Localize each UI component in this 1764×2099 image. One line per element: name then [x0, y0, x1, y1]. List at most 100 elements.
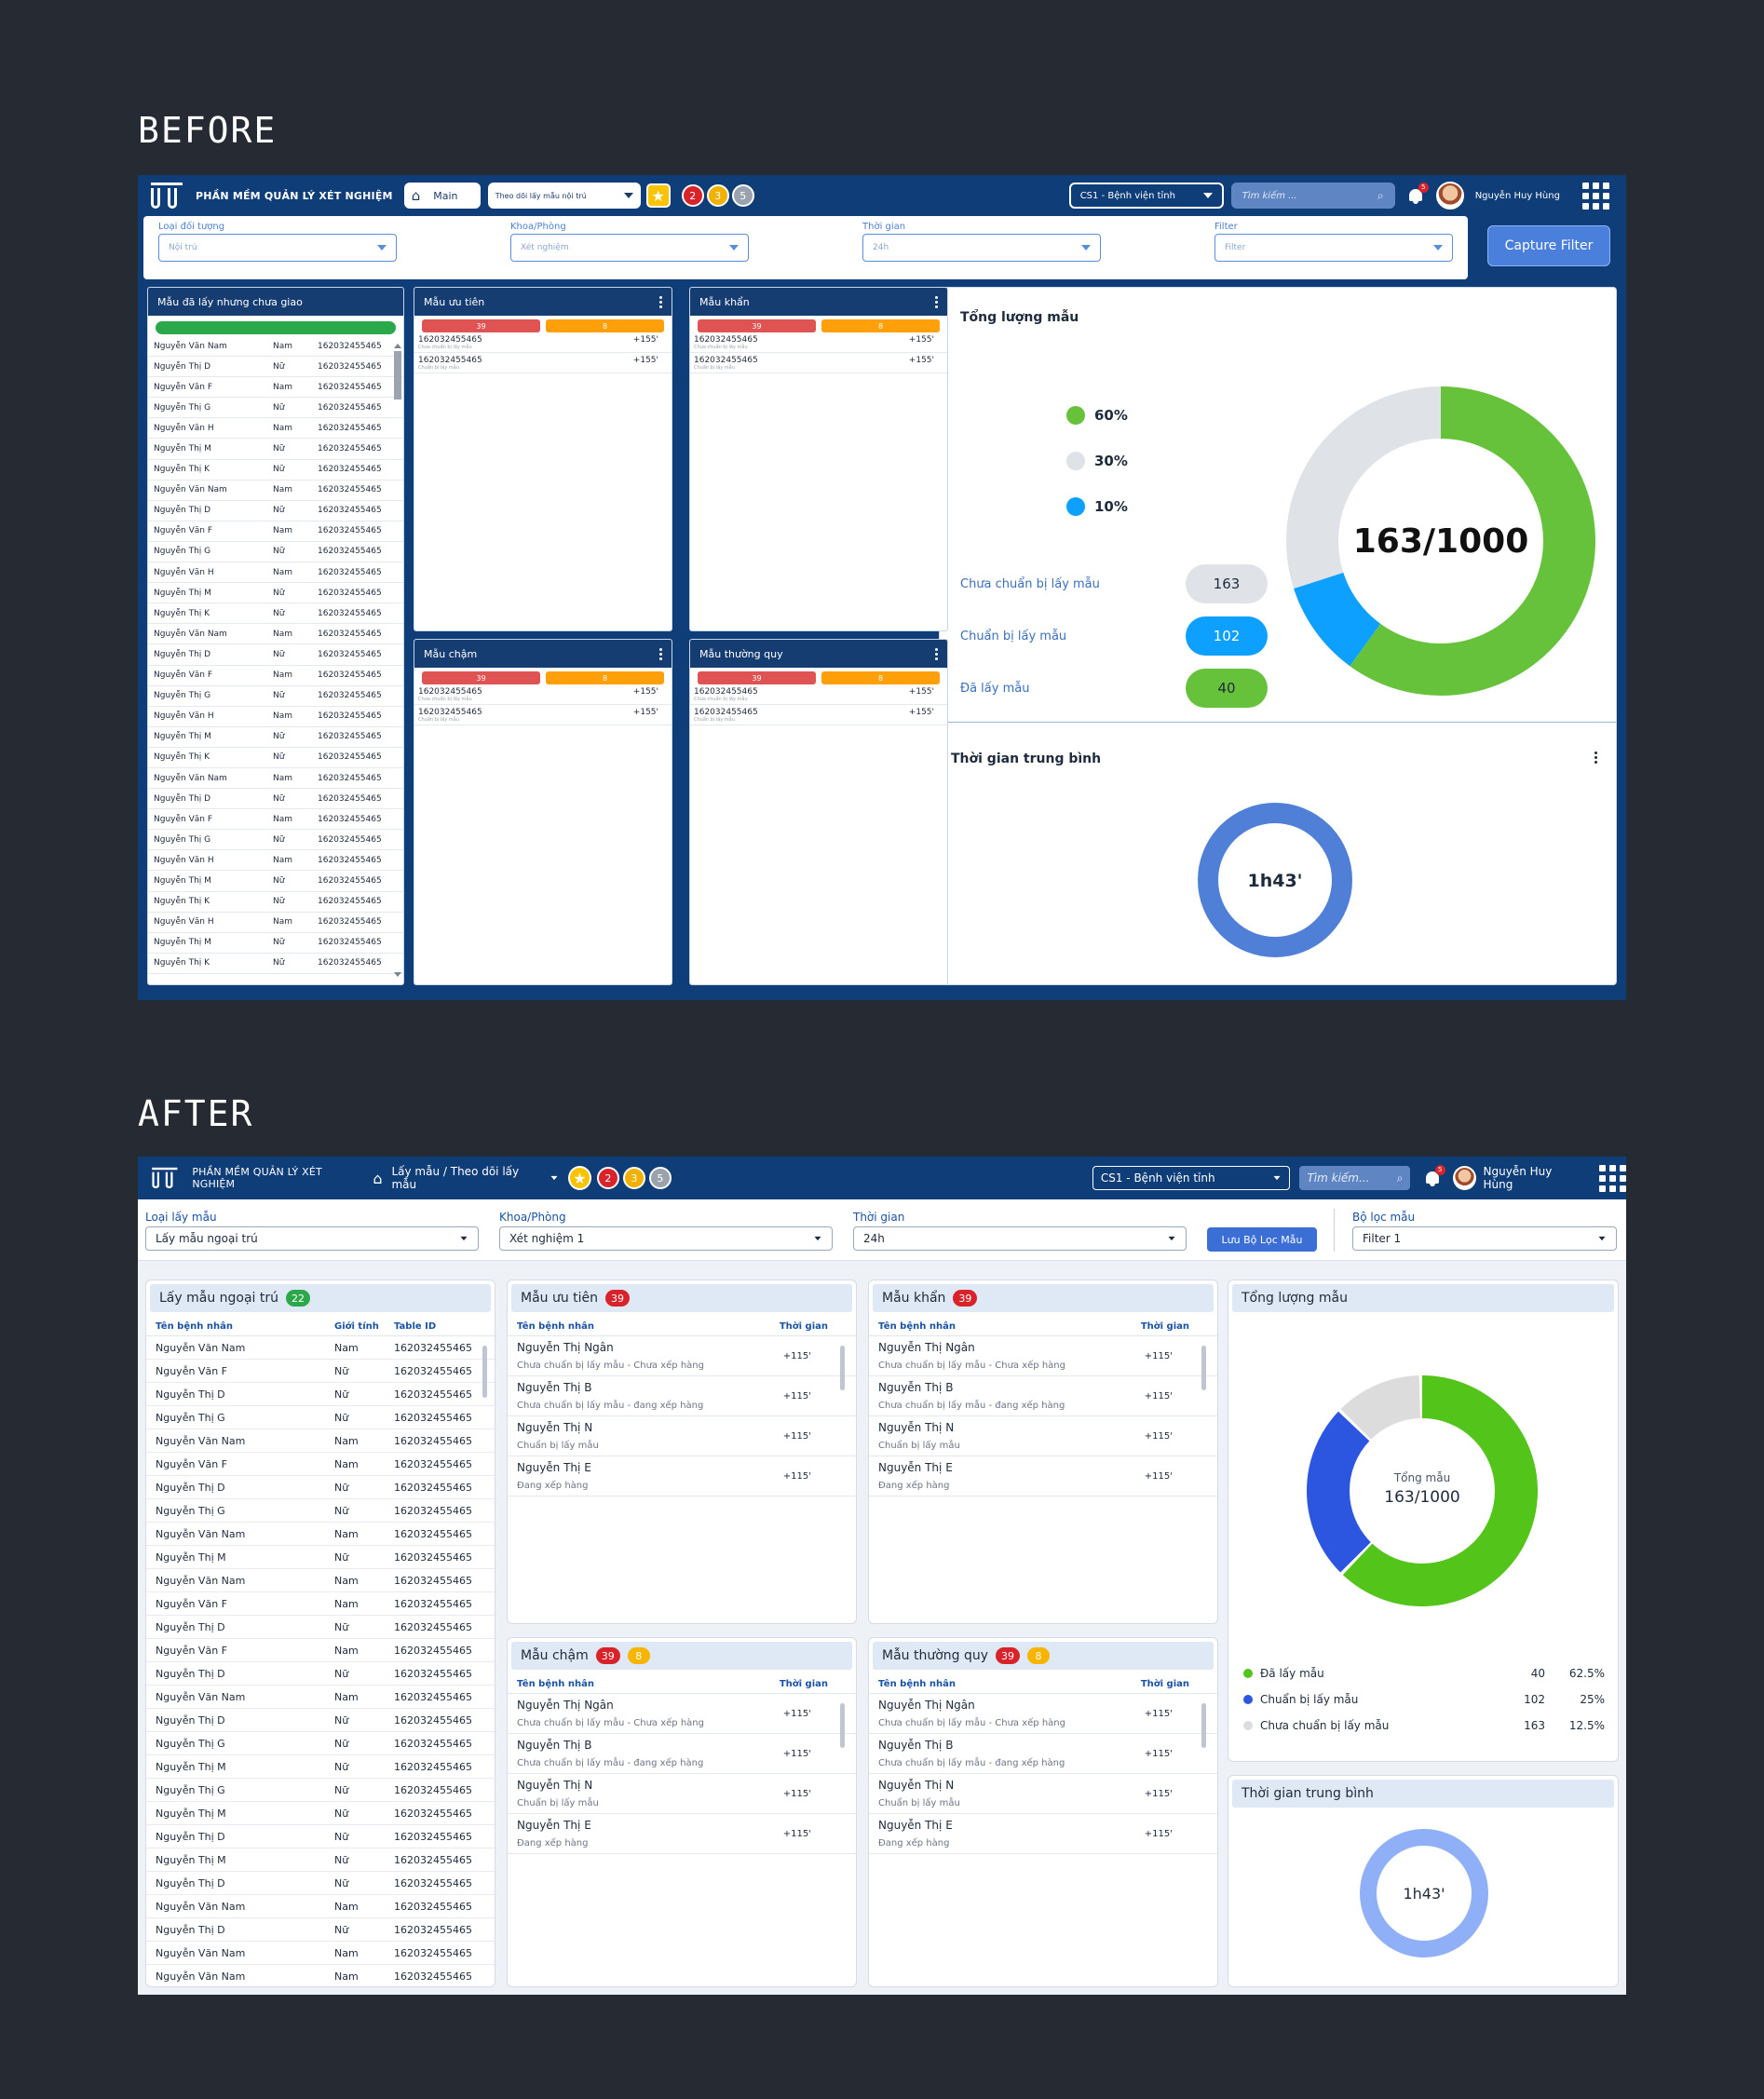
object-type-select[interactable]: Nội trú [158, 234, 397, 262]
col-time[interactable]: Thời gian [779, 1679, 828, 1689]
list-item[interactable]: Nguyễn Thị B Chưa chuẩn bị lấy mẫu - đang… [869, 1376, 1217, 1416]
list-item[interactable]: Nguyễn Thị Ngân Chưa chuẩn bị lấy mẫu - C… [508, 1694, 856, 1734]
pending-count-bar[interactable]: 8 [821, 671, 940, 684]
search-input[interactable]: Tìm kiếm... ⌕ [1299, 1166, 1411, 1190]
table-row[interactable]: Nguyễn Thị K Nữ 162032455465 [148, 460, 403, 481]
patient-list[interactable]: Nguyễn Văn Nam Nam 162032455465 Nguyễn Thị … [148, 336, 403, 974]
list-item[interactable]: Nguyễn Thị E Đang xếp hàng +115' [869, 1456, 1217, 1496]
badge-red[interactable]: 2 [681, 184, 704, 207]
table-row[interactable]: Nguyễn Văn H Nam 162032455465 [148, 418, 403, 440]
table-row[interactable]: Nguyễn Thị K Nữ 162032455465 [148, 603, 403, 625]
table-row[interactable]: Nguyễn Văn F Nữ 162032455465 [146, 1360, 495, 1383]
table-row[interactable]: Nguyễn Thị D Nữ 162032455465 [146, 1872, 495, 1895]
list-item[interactable]: Nguyễn Thị N Chuẩn bị lấy mẫu +115' [869, 1416, 1217, 1456]
col-patient-name[interactable]: Tên bệnh nhân [878, 1679, 956, 1689]
home-button[interactable]: ⌂ Main [403, 183, 481, 209]
table-row[interactable]: Nguyễn Thị K Nữ 162032455465 [148, 748, 403, 768]
table-row[interactable]: Nguyễn Thị G Nữ 162032455465 [146, 1732, 495, 1755]
more-options-icon[interactable] [659, 295, 662, 308]
table-row[interactable]: Nguyễn Văn Nam Nam 162032455465 [148, 481, 403, 501]
list-item[interactable]: 162032455465 Chưa chuẩn bị lấy mẫu +155' [414, 684, 672, 705]
more-options-icon[interactable] [1594, 752, 1597, 764]
table-row[interactable]: Nguyễn Văn Nam Nam 162032455465 [148, 336, 403, 358]
table-row[interactable]: Nguyễn Thị D Nữ 162032455465 [146, 1918, 495, 1942]
table-row[interactable]: Nguyễn Thị M Nữ 162032455465 [148, 439, 403, 460]
list-item[interactable]: Nguyễn Thị N Chuẩn bị lấy mẫu +115' [869, 1774, 1217, 1814]
site-select[interactable]: CS1 - Bệnh viện tỉnh [1068, 183, 1224, 209]
table-row[interactable]: Nguyễn Văn Nam Nam 162032455465 [146, 1895, 495, 1918]
col-time[interactable]: Thời gian [779, 1321, 828, 1332]
list-item[interactable]: Nguyễn Thị B Chưa chuẩn bị lấy mẫu - đang… [869, 1734, 1217, 1774]
table-row[interactable]: Nguyễn Thị M Nữ 162032455465 [148, 583, 403, 604]
overdue-count-bar[interactable]: 39 [698, 319, 816, 332]
table-row[interactable]: Nguyễn Thị G Nữ 162032455465 [148, 542, 403, 563]
table-row[interactable]: Nguyễn Thị M Nữ 162032455465 [148, 727, 403, 748]
scrollbar[interactable] [840, 1703, 845, 1748]
table-row[interactable]: Nguyễn Thị M Nữ 162032455465 [148, 933, 403, 954]
more-options-icon[interactable] [659, 647, 662, 660]
table-row[interactable]: Nguyễn Thị G Nữ 162032455465 [146, 1499, 495, 1523]
time-select[interactable]: 24h [862, 234, 1101, 262]
pending-count-bar[interactable]: 8 [821, 319, 940, 332]
table-row[interactable]: Nguyễn Văn F Nam 162032455465 [146, 1592, 495, 1616]
department-select[interactable]: Xét nghiệm 1 [499, 1226, 833, 1251]
table-row[interactable]: Nguyễn Văn H Nam 162032455465 [148, 707, 403, 727]
table-row[interactable]: Nguyễn Văn Nam Nam 162032455465 [146, 1965, 495, 1986]
list-item[interactable]: 162032455465 Chuẩn bị lấy mẫu +155' [414, 705, 672, 725]
list-item[interactable]: Nguyễn Thị E Đang xếp hàng +115' [508, 1456, 856, 1496]
app-logo[interactable]: PHẦN MỀM QUẢN LÝ XÉT NGHIỆM [151, 183, 393, 209]
bell-icon[interactable]: 5 [1406, 183, 1429, 205]
apps-grid-icon[interactable] [1598, 1164, 1626, 1192]
donut-segment-1[interactable] [1307, 1375, 1538, 1606]
favorite-star-icon[interactable]: ★ [645, 183, 671, 208]
table-row[interactable]: Nguyễn Thị K Nữ 162032455465 [148, 892, 403, 913]
table-row[interactable]: Nguyễn Thị D Nữ 162032455465 [148, 357, 403, 378]
table-row[interactable]: Nguyễn Văn Nam Nam 162032455465 [148, 768, 403, 790]
table-row[interactable]: Nguyễn Thị D Nữ 162032455465 [148, 644, 403, 666]
badge-yellow[interactable]: 3 [622, 1167, 645, 1189]
apps-grid-icon[interactable] [1581, 182, 1609, 210]
capture-filter-button[interactable]: Capture Filter [1487, 225, 1610, 266]
table-row[interactable]: Nguyễn Thị D Nữ 162032455465 [148, 501, 403, 521]
table-row[interactable]: Nguyễn Văn F Nam 162032455465 [148, 666, 403, 686]
col-patient-name[interactable]: Tên bệnh nhân [517, 1321, 594, 1332]
col-patient-name[interactable]: Tên bệnh nhân [156, 1321, 233, 1332]
avatar[interactable] [1435, 182, 1464, 210]
table-row[interactable]: Nguyễn Thị G Nữ 162032455465 [146, 1406, 495, 1429]
department-select[interactable]: Xét nghiệm [510, 234, 749, 262]
scrollbar[interactable] [1201, 1703, 1206, 1748]
pending-count-bar[interactable]: 8 [546, 319, 664, 332]
table-row[interactable]: Nguyễn Thị G Nữ 162032455465 [148, 398, 403, 419]
table-row[interactable]: Nguyễn Văn Nam Nam 162032455465 [148, 624, 403, 645]
table-row[interactable]: Nguyễn Thị M Nữ 162032455465 [146, 1848, 495, 1872]
table-row[interactable]: Nguyễn Văn H Nam 162032455465 [148, 913, 403, 933]
list-item[interactable]: 162032455465 Chuẩn bị lấy mẫu +155' [690, 353, 947, 373]
list-item[interactable]: Nguyễn Thị B Chưa chuẩn bị lấy mẫu - đang… [508, 1376, 856, 1416]
scrollbar[interactable] [840, 1346, 845, 1390]
list-item[interactable]: Nguyễn Thị E Đang xếp hàng +115' [508, 1814, 856, 1854]
chevron-down-icon[interactable] [550, 1175, 558, 1181]
site-select[interactable]: CS1 - Bệnh viện tỉnh [1092, 1166, 1291, 1190]
col-time[interactable]: Thời gian [1140, 1321, 1189, 1332]
table-row[interactable]: Nguyễn Thị D Nữ 162032455465 [146, 1662, 495, 1686]
list-item[interactable]: 162032455465 Chưa chuẩn bị lấy mẫu +155' [414, 332, 672, 353]
table-row[interactable]: Nguyễn Văn Nam Nam 162032455465 [146, 1942, 495, 1965]
col-time[interactable]: Thời gian [1140, 1679, 1189, 1689]
table-row[interactable]: Nguyễn Thị D Nữ 162032455465 [146, 1616, 495, 1639]
list-item[interactable]: Nguyễn Thị E Đang xếp hàng +115' [869, 1814, 1217, 1854]
list-item[interactable]: 162032455465 Chuẩn bị lấy mẫu +155' [690, 705, 947, 725]
table-row[interactable]: Nguyễn Văn Nam Nam 162032455465 [146, 1429, 495, 1453]
col-table-id[interactable]: Table ID [394, 1321, 437, 1332]
table-row[interactable]: Nguyễn Thị D Nữ 162032455465 [146, 1709, 495, 1732]
table-row[interactable]: Nguyễn Văn H Nam 162032455465 [148, 562, 403, 584]
view-select[interactable]: Theo dõi lấy mẫu nội trú [487, 183, 641, 209]
table-row[interactable]: Nguyễn Thị M Nữ 162032455465 [146, 1755, 495, 1779]
avatar[interactable] [1452, 1166, 1476, 1190]
table-row[interactable]: Nguyễn Văn F Nam 162032455465 [146, 1639, 495, 1662]
more-options-icon[interactable] [935, 295, 938, 308]
table-row[interactable]: Nguyễn Thị D Nữ 162032455465 [146, 1476, 495, 1499]
table-row[interactable]: Nguyễn Thị D Nữ 162032455465 [148, 789, 403, 810]
list-item[interactable]: Nguyễn Thị Ngân Chưa chuẩn bị lấy mẫu - C… [869, 1694, 1217, 1734]
table-row[interactable]: Nguyễn Văn F Nam 162032455465 [148, 521, 403, 542]
col-gender[interactable]: Giới tính [334, 1321, 379, 1332]
